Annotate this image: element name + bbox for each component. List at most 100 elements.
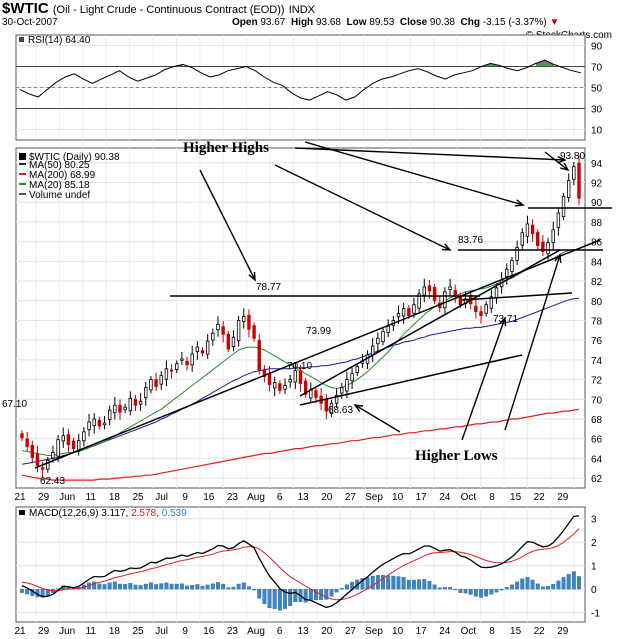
macd-histogram-bar xyxy=(154,584,159,590)
candle-body xyxy=(505,268,509,277)
macd-histogram-bar xyxy=(468,588,473,595)
macd-histogram-bar xyxy=(396,576,401,590)
macd-x-tick: Sep xyxy=(365,626,383,637)
price-y-tick: 76 xyxy=(591,336,603,347)
candle-body xyxy=(226,333,230,350)
macd-histogram-bar xyxy=(236,583,241,590)
macd-x-tick: Jul xyxy=(155,626,168,637)
candle-body xyxy=(107,409,112,420)
price-x-tick: Sep xyxy=(365,492,383,503)
candle-body xyxy=(128,397,133,412)
macd-histogram-bar xyxy=(339,588,344,590)
candle-body xyxy=(371,345,375,356)
macd-histogram-bar xyxy=(40,588,45,598)
macd-x-tick: Aug xyxy=(247,626,265,637)
macd-x-tick: 23 xyxy=(227,626,239,637)
annotation-arrowhead xyxy=(560,162,570,172)
macd-histogram-bar xyxy=(277,588,282,611)
candle-body xyxy=(267,373,272,385)
candle-body xyxy=(427,285,432,292)
price-x-tick: 11 xyxy=(86,492,97,503)
rsi-overbought-fill xyxy=(535,60,554,67)
rsi-line xyxy=(19,59,582,101)
trend-line xyxy=(299,354,523,406)
macd-histogram-bar xyxy=(463,588,468,594)
legend-item: MA(200) 68.99 xyxy=(29,170,96,181)
macd-legend-swatch xyxy=(19,510,25,515)
macd-histogram-bar xyxy=(540,586,545,590)
annotation-arrowhead xyxy=(514,199,525,207)
macd-histogram-bar xyxy=(391,575,396,590)
rsi-overbought-fill xyxy=(481,63,500,67)
candle-body xyxy=(278,383,282,391)
price-x-tick: 23 xyxy=(227,492,239,503)
macd-histogram-bar xyxy=(525,577,530,590)
rsi-legend-swatch xyxy=(19,37,24,42)
macd-histogram-bar xyxy=(437,587,442,590)
candle-body xyxy=(51,452,55,459)
candle-body xyxy=(164,368,169,380)
macd-histogram-bar xyxy=(520,578,525,590)
candle-body xyxy=(561,195,566,217)
annotation-arrowhead xyxy=(441,243,452,251)
price-y-tick: 64 xyxy=(591,454,603,465)
candle-body xyxy=(71,440,76,449)
macd-y-tick: 2 xyxy=(591,538,597,549)
macd-histogram-bar xyxy=(494,588,499,593)
macd-x-tick: 13 xyxy=(298,626,310,637)
rsi-y-tick: 50 xyxy=(591,84,603,95)
macd-histogram-bar xyxy=(138,585,143,590)
price-x-tick: Jul xyxy=(155,492,168,503)
legend-swatch xyxy=(19,173,26,175)
price-x-tick: 22 xyxy=(534,492,546,503)
legend-item: MA(20) 85.18 xyxy=(29,180,90,191)
candle-body xyxy=(144,387,148,399)
price-x-tick: 29 xyxy=(38,492,50,503)
annotation-arrow xyxy=(461,317,506,441)
candle-body xyxy=(211,332,215,341)
macd-histogram-bar xyxy=(535,583,540,590)
ohlc-readout: Open 93.67 High 93.68 Low 89.53 Close 90… xyxy=(232,17,560,28)
candle-body xyxy=(200,350,205,354)
price-x-tick: 20 xyxy=(321,492,333,503)
candle-body xyxy=(381,330,385,343)
macd-histogram-bar xyxy=(484,588,489,597)
candle-body xyxy=(566,180,571,198)
candle-body xyxy=(97,419,102,427)
legend-swatch xyxy=(19,163,26,165)
macd-histogram-bar xyxy=(112,581,117,590)
price-y-tick: 78 xyxy=(591,316,603,327)
macd-x-tick: 25 xyxy=(132,626,144,637)
price-x-tick: 6 xyxy=(277,492,283,503)
candle-body xyxy=(479,311,483,316)
candle-body xyxy=(66,434,71,446)
price-y-tick: 72 xyxy=(591,376,603,387)
candle-body xyxy=(133,399,138,406)
macd-histogram-bar xyxy=(427,581,432,590)
candle-body xyxy=(242,316,246,323)
macd-histogram-bar xyxy=(577,576,581,590)
candle-body xyxy=(283,385,287,390)
price-y-tick: 94 xyxy=(591,159,603,170)
macd-histogram-bar xyxy=(412,579,416,590)
rsi-y-tick: 70 xyxy=(591,63,603,74)
symbol: $WTIC xyxy=(2,0,49,17)
candle-body xyxy=(412,304,416,314)
price-y-tick: 82 xyxy=(591,277,603,288)
ma200-line xyxy=(21,408,580,481)
macd-histogram-bar xyxy=(174,583,179,590)
macd-histogram-bar xyxy=(504,587,509,590)
macd-y-tick: 1 xyxy=(591,562,597,573)
candle-body xyxy=(556,212,561,228)
macd-histogram-bar xyxy=(381,574,385,590)
candle-body xyxy=(247,314,251,330)
candle-body xyxy=(376,337,380,345)
price-label: 93.80 xyxy=(560,151,585,162)
price-label: 62.43 xyxy=(40,476,65,487)
rsi-y-tick: 10 xyxy=(591,126,603,137)
candle-body xyxy=(118,404,122,413)
macd-histogram-bar xyxy=(45,588,50,596)
candle-body xyxy=(396,313,401,318)
candle-body xyxy=(231,336,236,348)
candle-body xyxy=(35,453,40,466)
